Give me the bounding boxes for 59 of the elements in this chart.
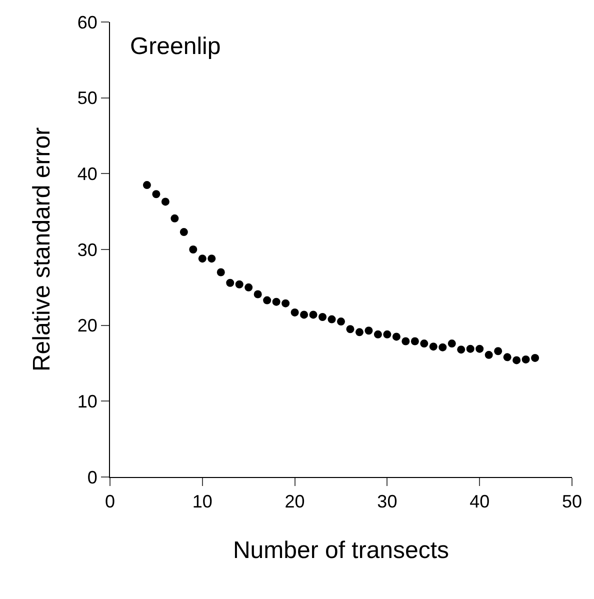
point — [337, 318, 345, 326]
x-tick-label: 50 — [562, 492, 582, 512]
annotation: Greenlip — [130, 33, 221, 60]
point — [512, 356, 521, 364]
point — [318, 312, 327, 321]
point — [392, 332, 400, 341]
point — [300, 310, 308, 319]
point — [180, 228, 188, 236]
point — [364, 326, 373, 335]
point — [254, 290, 262, 298]
point — [161, 198, 170, 206]
x-tick-label: 20 — [284, 492, 305, 512]
point — [198, 254, 206, 263]
y-tick-label: 50 — [77, 88, 98, 108]
point — [438, 343, 447, 352]
point — [328, 315, 336, 324]
x-tick-label: 0 — [104, 492, 116, 512]
point — [383, 330, 392, 338]
y-tick-label: 20 — [77, 316, 98, 336]
x-tick-label: 30 — [377, 492, 398, 512]
point — [235, 280, 244, 288]
point — [189, 246, 198, 254]
point — [503, 353, 512, 362]
point — [420, 340, 428, 348]
x-tick-label: 40 — [470, 492, 490, 512]
point — [457, 346, 466, 354]
point — [410, 337, 419, 346]
point — [152, 190, 160, 198]
x-axis-title: Number of transects — [232, 536, 450, 564]
point — [476, 344, 484, 353]
point — [522, 355, 530, 364]
point — [263, 296, 272, 304]
point — [374, 330, 382, 338]
y-tick-label: 40 — [77, 164, 98, 184]
y-tick-label: 0 — [87, 467, 98, 488]
y-tick-label: 10 — [77, 391, 98, 412]
point — [226, 278, 234, 287]
point — [355, 328, 364, 336]
point — [429, 342, 438, 351]
point — [309, 310, 318, 319]
point — [448, 340, 456, 348]
point — [142, 181, 151, 190]
point — [290, 308, 299, 316]
y-tick-label: 60 — [77, 12, 98, 32]
point — [216, 268, 225, 276]
point — [282, 299, 290, 308]
point — [531, 354, 540, 362]
point — [484, 350, 493, 359]
point — [208, 254, 216, 263]
point — [346, 325, 354, 334]
x-tick-label: 10 — [192, 492, 212, 512]
point — [466, 344, 474, 353]
point — [272, 298, 280, 306]
point — [170, 214, 179, 222]
point — [494, 347, 502, 356]
y-axis-title: Relative standard error — [28, 127, 56, 372]
point — [244, 283, 253, 292]
y-tick-label: 30 — [77, 240, 98, 260]
point — [402, 337, 410, 346]
